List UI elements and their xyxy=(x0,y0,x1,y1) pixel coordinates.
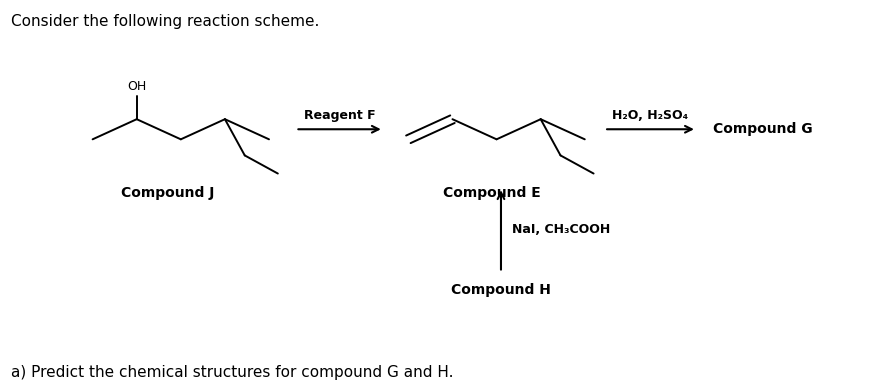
Text: a) Predict the chemical structures for compound G and H.: a) Predict the chemical structures for c… xyxy=(11,365,453,380)
Text: Compound E: Compound E xyxy=(444,186,541,200)
Text: Compound J: Compound J xyxy=(121,186,214,200)
Text: NaI, CH₃COOH: NaI, CH₃COOH xyxy=(512,223,609,236)
Text: H₂O, H₂SO₄: H₂O, H₂SO₄ xyxy=(612,108,689,122)
Text: Compound H: Compound H xyxy=(451,283,551,297)
Text: OH: OH xyxy=(127,80,146,93)
Text: Reagent F: Reagent F xyxy=(303,108,376,122)
Text: Compound G: Compound G xyxy=(713,122,812,136)
Text: Consider the following reaction scheme.: Consider the following reaction scheme. xyxy=(11,14,319,29)
